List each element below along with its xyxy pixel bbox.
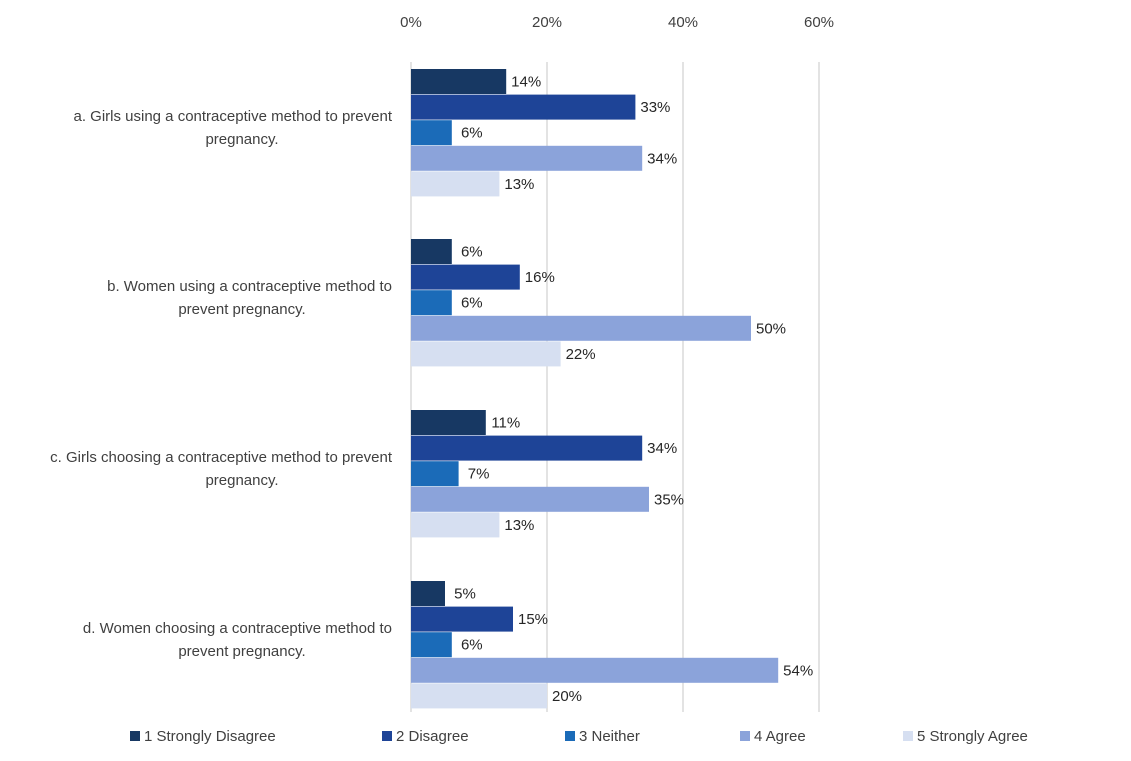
data-label: 22% (566, 346, 596, 363)
x-tick-label: 60% (804, 14, 834, 31)
legend-item[interactable]: 3 Neither (565, 728, 640, 745)
legend-item[interactable]: 5 Strongly Agree (903, 728, 1028, 745)
category-label-line: prevent pregnancy. (178, 643, 305, 660)
category-label-line: prevent pregnancy. (178, 301, 305, 318)
data-label: 34% (647, 440, 677, 457)
legend[interactable]: 1 Strongly Disagree 2 Disagree 3 Neither 4 … (130, 728, 1028, 745)
bar (411, 512, 500, 538)
bar (411, 410, 486, 435)
bar (411, 606, 513, 632)
data-label: 34% (647, 150, 677, 167)
data-label: 50% (756, 320, 786, 337)
bar (411, 171, 500, 197)
category-label: b. Women using a contraceptive method to… (107, 278, 392, 318)
bar (411, 145, 643, 171)
x-tick-label: 20% (532, 14, 562, 31)
data-label: 15% (518, 611, 548, 628)
bar (411, 657, 779, 683)
data-label: 13% (504, 517, 534, 534)
bar (411, 120, 452, 146)
category-label: d. Women choosing a contraceptive method… (83, 620, 392, 660)
bar (411, 69, 507, 94)
legend-swatch (740, 731, 750, 741)
category-label-line: pregnancy. (205, 131, 278, 148)
bar (411, 435, 643, 461)
bar (411, 581, 445, 606)
legend-swatch (382, 731, 392, 741)
data-label: 20% (552, 688, 582, 705)
legend-item[interactable]: 1 Strongly Disagree (130, 728, 276, 745)
category-label: a. Girls using a contraceptive method to… (73, 108, 392, 148)
data-label: 6% (461, 244, 483, 261)
category-label: c. Girls choosing a contraceptive method… (50, 449, 393, 489)
legend-swatch (903, 731, 913, 741)
legend-label: 5 Strongly Agree (917, 728, 1028, 745)
data-label: 16% (525, 269, 555, 286)
legend-swatch (130, 731, 140, 741)
data-label: 35% (654, 491, 684, 508)
bar (411, 315, 751, 341)
data-label: 54% (783, 662, 813, 679)
category-label-line: c. Girls choosing a contraceptive method… (50, 449, 393, 466)
bar (411, 264, 520, 290)
legend-item[interactable]: 4 Agree (740, 728, 806, 745)
bar (411, 94, 636, 120)
bar (411, 632, 452, 658)
data-label: 6% (461, 125, 483, 142)
legend-label: 3 Neither (579, 728, 640, 745)
bar (411, 461, 459, 487)
category-labels: a. Girls using a contraceptive method to… (50, 108, 393, 660)
data-label: 6% (461, 295, 483, 312)
bar (411, 290, 452, 316)
category-label-line: b. Women using a contraceptive method to (107, 278, 392, 295)
data-label: 14% (511, 74, 541, 91)
legend-swatch (565, 731, 575, 741)
legend-item[interactable]: 2 Disagree (382, 728, 469, 745)
bar (411, 486, 649, 512)
bar (411, 341, 561, 367)
bar-series: 14% 33% 6% 34% 13% 6% 16% 6% 50% 22% 11% 34% 7% 35% 13… (411, 69, 813, 709)
bar (411, 683, 547, 709)
x-tick-label: 0% (400, 14, 422, 31)
legend-label: 4 Agree (754, 728, 806, 745)
x-tick-label: 40% (668, 14, 698, 31)
data-label: 5% (454, 586, 476, 603)
data-label: 13% (504, 176, 534, 193)
legend-label: 1 Strongly Disagree (144, 728, 276, 745)
category-label-line: d. Women choosing a contraceptive method… (83, 620, 392, 637)
x-axis-ticks: 0% 20% 40% 60% (400, 14, 834, 31)
data-label: 7% (468, 466, 490, 483)
data-label: 33% (640, 99, 670, 116)
bar (411, 239, 452, 264)
legend-label: 2 Disagree (396, 728, 469, 745)
category-label-line: pregnancy. (205, 472, 278, 489)
category-label-line: a. Girls using a contraceptive method to… (73, 108, 392, 125)
data-label: 6% (461, 637, 483, 654)
data-label: 11% (491, 415, 520, 432)
